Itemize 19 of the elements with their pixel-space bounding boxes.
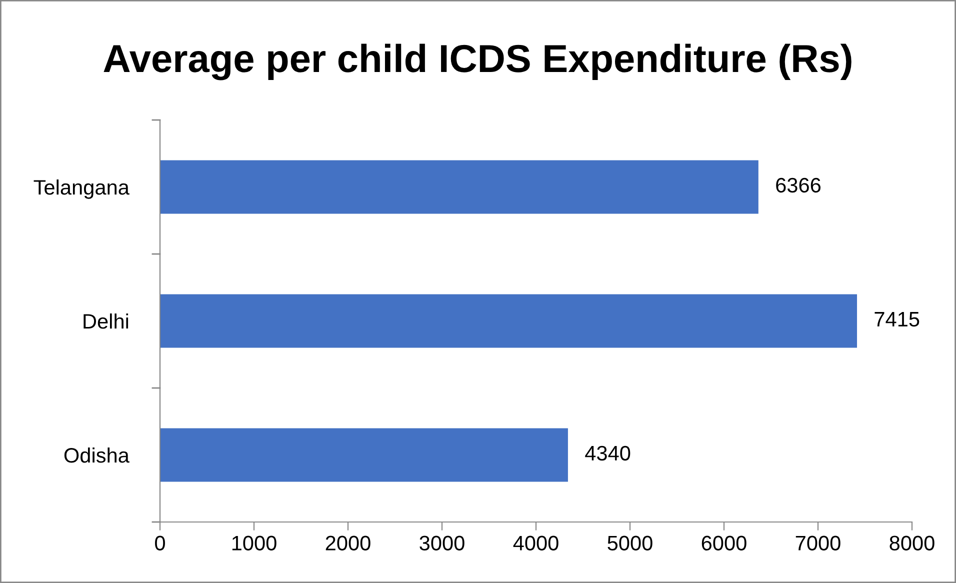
data-label: 7415 [874,312,920,327]
x-tick-label: 8000 [890,536,934,550]
x-tick-label: 7000 [796,536,840,550]
x-tick-label: 0 [155,536,165,550]
x-tick-label: 3000 [420,536,464,550]
x-tick-label: 6000 [702,536,746,550]
y-tick-label: Odisha [64,447,130,463]
x-tick-label: 1000 [232,536,276,550]
bar [160,160,758,214]
data-label: 4340 [585,446,630,461]
bar [160,294,858,348]
x-tick-label: 5000 [608,536,652,550]
y-tick-label: Delhi [84,313,128,329]
y-tick-label: Telangana [34,179,130,199]
x-tick-label: 2000 [326,536,370,550]
data-label: 6366 [776,178,820,193]
chart-title: Average per child ICDS Expenditure (Rs) [104,44,852,80]
bar [160,428,568,482]
x-tick-label: 4000 [513,536,558,550]
